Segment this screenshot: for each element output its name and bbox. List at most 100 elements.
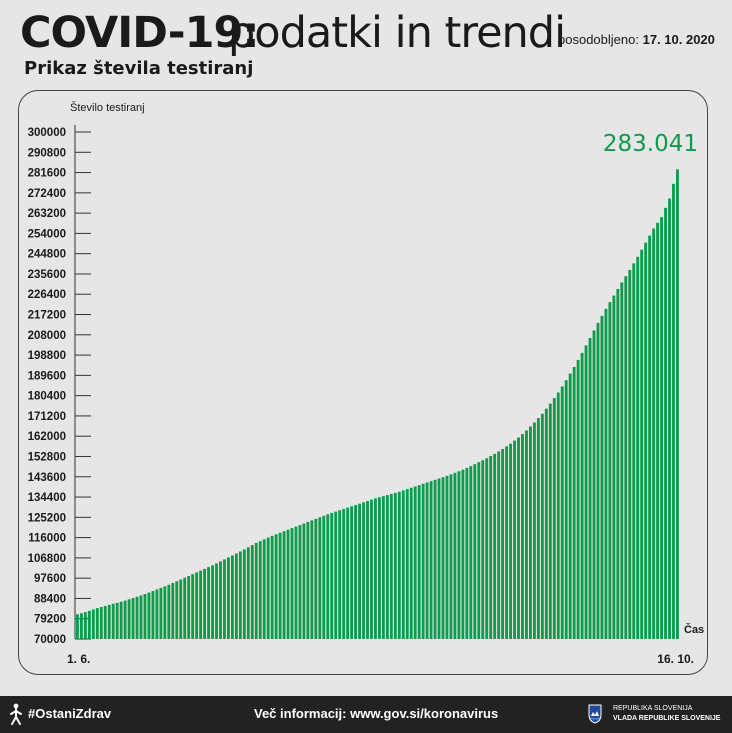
chart-subtitle: Prikaz števila testiranj [24, 58, 254, 79]
bar [421, 483, 425, 639]
y-axis-ticks: 300000 290800 281600 272400 263200 254000 2448… [28, 125, 91, 646]
y-tick-label: 143600 [28, 472, 66, 484]
bar [278, 532, 282, 639]
bar [266, 537, 270, 639]
bar [640, 249, 644, 639]
bar [576, 359, 580, 639]
bar [250, 545, 254, 639]
bar [393, 492, 397, 639]
bar [548, 403, 552, 639]
bar [378, 497, 381, 639]
bar [310, 520, 314, 639]
bar [103, 605, 107, 639]
bar [481, 460, 485, 639]
y-tick-label: 198800 [28, 350, 66, 362]
last-value-label: 283.041 [603, 131, 698, 157]
bar [111, 603, 115, 639]
bar [179, 579, 183, 639]
bar [294, 526, 298, 639]
government-label: REPUBLIKA SLOVENIJA VLADA REPUBLIKE SLOV… [613, 704, 720, 724]
government-line-2: VLADA REPUBLIKE SLOVENIJE [613, 715, 721, 722]
bar [437, 478, 441, 639]
bar [401, 490, 405, 639]
bar [552, 398, 556, 639]
bar [489, 456, 493, 639]
bar [338, 510, 342, 639]
bar [664, 207, 667, 639]
bar [87, 610, 91, 639]
y-tick-label: 300000 [28, 127, 66, 139]
bar-chart: Število testiranj 300000 290800 281600 2724… [28, 101, 705, 666]
y-tick-label: 125200 [28, 512, 66, 524]
bar [513, 440, 516, 639]
y-tick-label: 254000 [28, 228, 66, 240]
bar [171, 583, 175, 639]
bar [413, 486, 417, 639]
bar [155, 589, 159, 639]
bar [230, 555, 234, 639]
bar [358, 503, 361, 639]
bar [330, 512, 334, 639]
y-tick-label: 106800 [28, 553, 66, 565]
bar [521, 434, 524, 639]
y-tick-label: 116000 [28, 533, 66, 545]
bar [374, 498, 377, 639]
bar [346, 507, 350, 639]
bar [326, 514, 330, 639]
bar [477, 462, 481, 639]
bar [465, 467, 469, 639]
y-tick-label: 208000 [28, 330, 66, 342]
bar [79, 613, 83, 639]
person-icon [10, 703, 22, 725]
bar [473, 464, 477, 639]
bar [183, 577, 187, 639]
bar [167, 584, 171, 639]
bar [417, 485, 421, 639]
bar [199, 570, 203, 639]
bar [223, 559, 226, 639]
x-axis-label: Čas [684, 623, 704, 636]
bar [211, 565, 214, 639]
bar [115, 602, 119, 639]
bar [159, 587, 163, 639]
y-tick-label: 217200 [28, 310, 66, 322]
bar [282, 531, 286, 639]
bar [203, 568, 207, 639]
bar [608, 302, 612, 639]
bar [604, 308, 608, 639]
bar [139, 595, 143, 639]
bar [151, 590, 155, 639]
bar [656, 222, 660, 639]
bar [668, 198, 671, 639]
bar [405, 489, 409, 639]
bar [648, 235, 652, 639]
bar [453, 472, 457, 639]
bar [497, 451, 501, 639]
bar [612, 295, 616, 639]
bar [306, 521, 310, 639]
chart-panel [18, 90, 708, 675]
bar [350, 506, 354, 639]
bar [258, 541, 262, 639]
bar [127, 599, 131, 639]
government-line-1: REPUBLIKA SLOVENIJA [613, 705, 693, 712]
bar [135, 596, 139, 639]
bar [676, 169, 679, 639]
bar [238, 551, 242, 639]
more-info-link[interactable]: Več informacij: www.gov.si/koronavirus [254, 706, 499, 721]
bar [592, 330, 596, 639]
bar [540, 413, 544, 639]
y-tick-label: 180400 [28, 391, 66, 403]
y-tick-label: 272400 [28, 188, 66, 200]
y-tick-label: 189600 [28, 370, 66, 382]
page-title-light: podatki in trendi [228, 8, 566, 58]
bar [262, 539, 266, 639]
bar [362, 502, 365, 639]
bars [76, 169, 679, 640]
bar [147, 592, 151, 639]
bar [505, 446, 509, 639]
bar [354, 504, 358, 639]
x-start-label: 1. 6. [67, 652, 90, 666]
bar [457, 471, 461, 639]
bar [560, 386, 564, 639]
